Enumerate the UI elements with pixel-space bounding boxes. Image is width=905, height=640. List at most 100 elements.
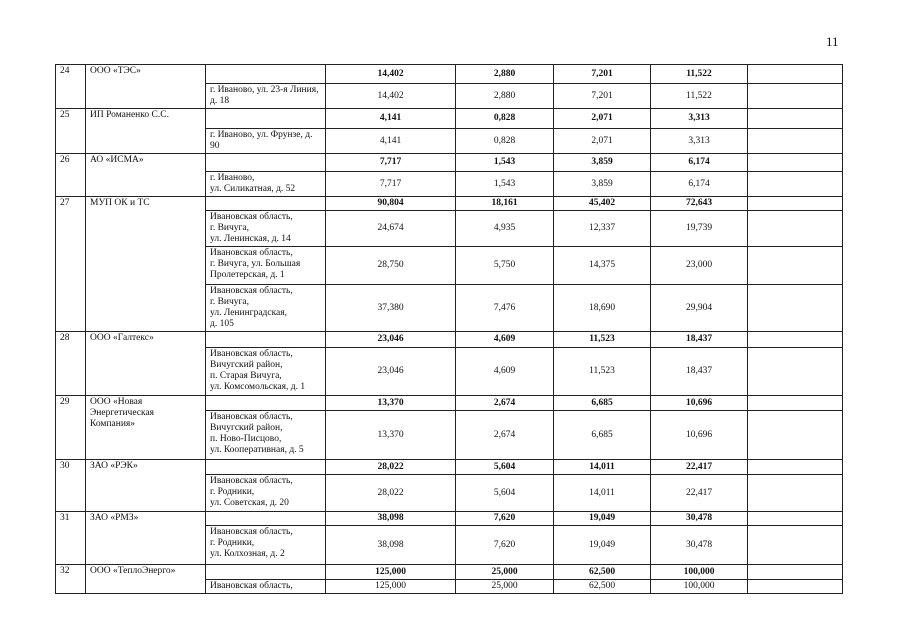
total-value: 14,402 — [325, 64, 456, 84]
address-cell — [205, 153, 326, 172]
table-row-address: Ивановская область, г. Родники, ул. Колх… — [56, 525, 843, 565]
empty-cell — [747, 153, 843, 172]
value: 62,500 — [553, 579, 651, 594]
organization-name: ЗАО «РМЗ» — [85, 511, 206, 565]
total-value: 11,522 — [650, 64, 748, 84]
row-number: 27 — [55, 196, 86, 332]
table-row-address: Ивановская область, г. Родники, ул. Сове… — [56, 474, 843, 512]
value: 30,478 — [650, 525, 748, 565]
total-value: 7,201 — [553, 64, 651, 84]
total-value: 4,609 — [455, 331, 554, 348]
value: 12,337 — [553, 210, 651, 247]
total-value: 1,543 — [455, 153, 554, 172]
value: 125,000 — [325, 579, 456, 594]
total-value: 2,674 — [455, 395, 554, 411]
empty-cell — [747, 171, 843, 197]
table-row-total: 28 ООО «Галтекс» 23,046 4,609 11,523 18,437 — [55, 331, 843, 396]
value: 23,000 — [650, 246, 748, 285]
value: 28,750 — [325, 246, 456, 285]
value: 7,201 — [553, 83, 651, 109]
value: 19,049 — [553, 525, 651, 565]
value: 13,370 — [325, 410, 456, 460]
table-row-total: 32 ООО «ТеплоЭнерго» 125,000 25,000 62,500 10… — [55, 564, 843, 594]
empty-cell — [747, 395, 843, 411]
organization-name: АО «ИСМА» — [85, 153, 206, 197]
total-value: 38,098 — [325, 511, 456, 526]
value: 10,696 — [650, 410, 748, 460]
total-value: 7,620 — [455, 511, 554, 526]
table-row-total: 26 АО «ИСМА» 7,717 1,543 3,859 6,174 — [55, 153, 843, 197]
organization-name: ООО «Новая Энергетическая Компания» — [85, 395, 206, 460]
value: 22,417 — [650, 474, 748, 512]
address-cell — [205, 108, 326, 129]
empty-cell — [747, 410, 843, 460]
value: 38,098 — [325, 525, 456, 565]
table-row-total: 27 МУП ОК и ТС 90,804 18,161 45,402 72,643 — [55, 196, 843, 332]
row-number: 28 — [55, 331, 86, 396]
organization-name: ООО «ТЭС» — [85, 64, 206, 109]
total-value: 13,370 — [325, 395, 456, 411]
empty-cell — [747, 511, 843, 526]
value: 4,935 — [455, 210, 554, 247]
address: Ивановская область, г. Родники, ул. Колх… — [205, 525, 326, 565]
total-value: 62,500 — [553, 564, 651, 580]
value: 100,000 — [650, 579, 748, 594]
row-number: 32 — [55, 564, 86, 594]
value: 19,739 — [650, 210, 748, 247]
value: 1,543 — [455, 171, 554, 197]
address-cell — [205, 511, 326, 526]
table-row-total: 29 ООО «Новая Энергетическая Компания» 13,… — [55, 395, 843, 460]
page-number: 11 — [826, 34, 839, 49]
empty-cell — [747, 459, 843, 475]
address-cell — [205, 459, 326, 475]
empty-cell — [747, 64, 843, 84]
table-row-total: 25 ИП Романенко С.С. 4,141 0,828 2,071 3,313 — [55, 108, 843, 154]
organization-name: ИП Романенко С.С. — [85, 108, 206, 154]
total-value: 2,071 — [553, 108, 651, 129]
address: г. Иваново, ул. Фрунзе, д. 90 — [205, 128, 326, 154]
address: Ивановская область, г. Вичуга, ул. Больш… — [205, 246, 326, 285]
value: 28,022 — [325, 474, 456, 512]
empty-cell — [747, 284, 843, 332]
address: Ивановская область, г. Родники, ул. Сове… — [205, 474, 326, 512]
value: 14,011 — [553, 474, 651, 512]
row-number: 24 — [55, 64, 86, 109]
total-value: 30,478 — [650, 511, 748, 526]
row-number: 26 — [55, 153, 86, 197]
total-value: 18,161 — [455, 196, 554, 211]
value: 7,620 — [455, 525, 554, 565]
value: 3,859 — [553, 171, 651, 197]
address: Ивановская область, г. Вичуга, ул. Ленин… — [205, 210, 326, 247]
empty-cell — [747, 210, 843, 247]
row-number: 29 — [55, 395, 86, 460]
total-value: 6,685 — [553, 395, 651, 411]
address: г. Иваново, ул. Силикатная, д. 52 — [205, 171, 326, 197]
total-value: 25,000 — [455, 564, 554, 580]
empty-cell — [747, 331, 843, 348]
total-value: 11,523 — [553, 331, 651, 348]
value: 23,046 — [325, 347, 456, 396]
total-value: 6,174 — [650, 153, 748, 172]
row-number: 25 — [55, 108, 86, 154]
value: 5,750 — [455, 246, 554, 285]
address-cell — [205, 64, 326, 84]
value: 14,375 — [553, 246, 651, 285]
value: 24,674 — [325, 210, 456, 247]
empty-cell — [747, 83, 843, 109]
value: 3,313 — [650, 128, 748, 154]
organization-name: ООО «ТеплоЭнерго» — [85, 564, 206, 594]
organization-name: ООО «Галтекс» — [85, 331, 206, 396]
value: 6,685 — [553, 410, 651, 460]
value: 18,690 — [553, 284, 651, 332]
row-number: 31 — [55, 511, 86, 565]
value: 11,523 — [553, 347, 651, 396]
table-row-address: Ивановская область, Вичугский район, п. … — [56, 410, 843, 460]
address-cell — [205, 196, 326, 211]
total-value: 10,696 — [650, 395, 748, 411]
total-value: 72,643 — [650, 196, 748, 211]
total-value: 18,437 — [650, 331, 748, 348]
table-row-total: 30 ЗАО «РЭК» 28,022 5,604 14,011 22,417 — [55, 459, 843, 512]
value: 2,880 — [455, 83, 554, 109]
value: 6,174 — [650, 171, 748, 197]
address: Ивановская область, г. Вичуга, ул. Ленин… — [205, 284, 326, 332]
